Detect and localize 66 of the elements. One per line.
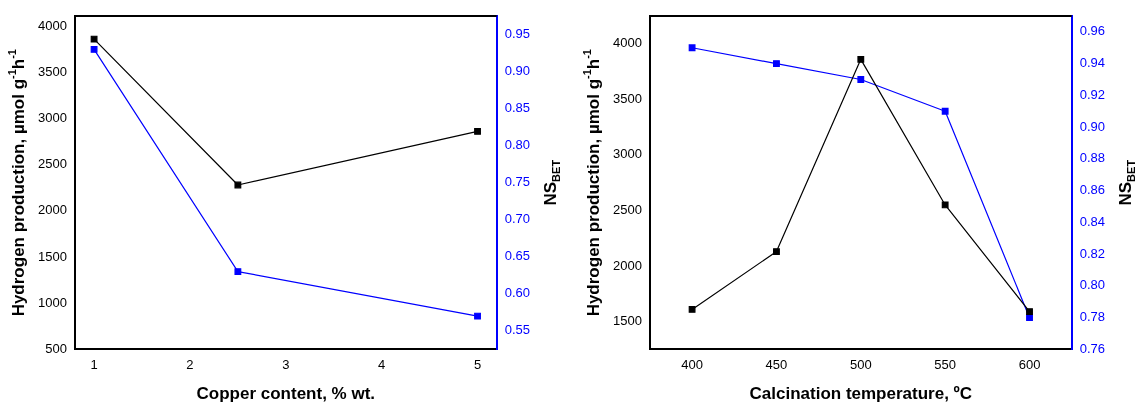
point xyxy=(474,128,481,135)
point xyxy=(857,76,865,83)
y-tick-label: 2000 xyxy=(613,257,642,273)
y-tick-label: 2500 xyxy=(38,156,67,172)
x-axis-title: Calcination temperature, ºC xyxy=(749,383,973,403)
point xyxy=(688,305,696,313)
point xyxy=(688,44,696,52)
y-axis-title: Hydrogen production, µmol g-1h-1 xyxy=(581,49,603,317)
x-tick-label: 450 xyxy=(765,356,788,372)
y2-axis-title: NSBET xyxy=(1115,159,1137,206)
y-tick-label: 1500 xyxy=(613,313,642,329)
point xyxy=(90,35,98,43)
y-tick-label: 4000 xyxy=(613,35,642,51)
y2-tick-label: 0.85 xyxy=(504,100,531,116)
point xyxy=(90,45,98,53)
y-tick-label: 2500 xyxy=(613,202,642,218)
point xyxy=(941,107,949,115)
y2-tick-label: 0.95 xyxy=(504,26,531,42)
y2-tick-label: 0.78 xyxy=(1079,309,1106,325)
y-tick-label: 500 xyxy=(45,340,67,356)
y2-axis-title: NSBET xyxy=(540,159,562,206)
y2-tick-label: 0.96 xyxy=(1079,23,1106,39)
x-tick-label: 400 xyxy=(681,356,703,372)
point xyxy=(773,60,780,68)
y2-tick-label: 0.88 xyxy=(1079,150,1106,166)
x-tick-label: 550 xyxy=(934,356,957,372)
y2-tick-label: 0.60 xyxy=(504,285,531,301)
y2-tick-label: 0.80 xyxy=(504,137,531,153)
y2-tick-label: 0.86 xyxy=(1079,182,1106,198)
y2-tick-label: 0.84 xyxy=(1079,213,1106,229)
point xyxy=(1026,308,1033,316)
y-tick-label: 3000 xyxy=(38,110,67,126)
y-tick-label: 2000 xyxy=(38,202,67,218)
y2-tick-label: 0.90 xyxy=(1079,118,1106,134)
y2-tick-label: 0.94 xyxy=(1079,55,1106,71)
point xyxy=(941,201,949,209)
point xyxy=(1026,314,1033,322)
y2-tick-label: 0.55 xyxy=(504,322,531,338)
point xyxy=(234,181,242,189)
x-tick-label: 5 xyxy=(473,356,482,372)
point xyxy=(857,55,865,63)
y2-tick-label: 0.75 xyxy=(504,174,531,190)
y-tick-label: 1500 xyxy=(38,248,67,264)
y-tick-label: 3500 xyxy=(38,63,67,79)
y-tick-label: 3500 xyxy=(613,90,642,106)
y-axis-title: Hydrogen production, µmol g-1h-1 xyxy=(6,49,28,317)
y2-tick-label: 0.76 xyxy=(1079,340,1106,356)
x-axis-title: Copper content, % wt. xyxy=(196,383,376,403)
y2-tick-label: 0.90 xyxy=(504,63,531,79)
x-tick-label: 4 xyxy=(378,356,386,372)
x-tick-label: 3 xyxy=(282,356,290,372)
x-tick-label: 500 xyxy=(849,356,872,372)
y-tick-label: 3000 xyxy=(613,146,642,162)
point xyxy=(773,248,780,256)
y2-tick-label: 0.70 xyxy=(504,211,531,227)
point xyxy=(234,268,242,276)
x-tick-label: 1 xyxy=(90,356,98,372)
y2-tick-label: 0.80 xyxy=(1079,277,1106,293)
y2-tick-label: 0.82 xyxy=(1079,245,1106,261)
y2-tick-label: 0.92 xyxy=(1079,86,1106,102)
y2-tick-label: 0.65 xyxy=(504,248,531,264)
y-tick-label: 4000 xyxy=(38,17,67,33)
x-tick-label: 600 xyxy=(1018,356,1041,372)
point xyxy=(474,312,481,320)
x-tick-label: 2 xyxy=(186,356,194,372)
y-tick-label: 1000 xyxy=(38,294,67,310)
